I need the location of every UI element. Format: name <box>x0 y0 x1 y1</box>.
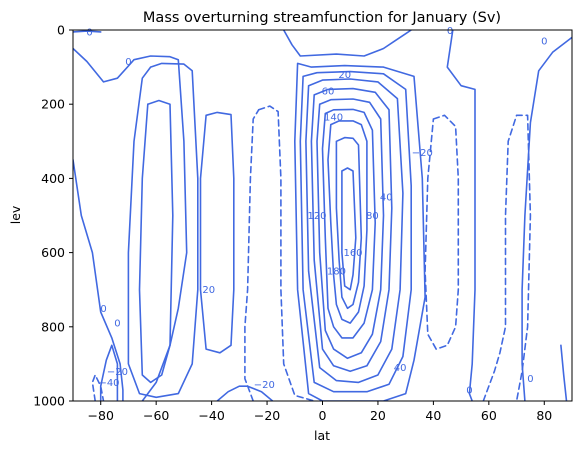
x-tick-label: 20 <box>370 408 386 423</box>
contour-label: 60 <box>322 87 335 98</box>
contour-label: 20 <box>338 70 351 81</box>
x-tick-label: 60 <box>481 408 497 423</box>
y-tick-label: 1000 <box>33 394 65 409</box>
y-tick-label: 400 <box>41 171 65 186</box>
contour-label: −20 <box>107 367 128 378</box>
contour-line-level-180 <box>341 167 357 291</box>
contour-line-level-40 <box>138 99 174 384</box>
contour-line-level-0 <box>73 47 188 401</box>
contour-label: 0 <box>100 304 106 315</box>
contour-label: 180 <box>327 267 346 278</box>
x-tick-label: −40 <box>198 408 224 423</box>
y-tick-label: 200 <box>41 97 65 112</box>
contour-label: 0 <box>527 374 533 385</box>
contour-line-level--20 <box>244 109 260 401</box>
contour-line-level-40 <box>299 70 412 393</box>
contour-line-level--20 <box>257 105 315 401</box>
y-axis-label: lev <box>8 205 23 224</box>
contour-line-level-20 <box>294 62 426 401</box>
contour-line-level-0 <box>282 30 412 57</box>
contour-line-level-80 <box>310 87 393 373</box>
x-axis-label: lat <box>314 428 330 443</box>
contour-line-level-60 <box>305 78 404 384</box>
contour-line-level--20 <box>424 114 460 350</box>
contour-line-level-0 <box>446 30 476 401</box>
contour-line-level-0 <box>521 36 572 401</box>
contour-label: 40 <box>394 363 407 374</box>
x-tick-label: −20 <box>254 408 280 423</box>
contour-label: 0 <box>466 385 472 396</box>
contour-line-level--20 <box>482 114 532 401</box>
y-axis: 0 200 400 600 800 1000 <box>33 23 73 409</box>
contour-line-level-140 <box>327 120 368 324</box>
contour-label: 160 <box>343 248 362 259</box>
x-tick-label: −80 <box>88 408 114 423</box>
contour-label: 80 <box>366 211 379 222</box>
y-tick-label: 600 <box>41 245 65 260</box>
contour-label: 0 <box>447 26 453 37</box>
contour-label: 0 <box>125 57 131 68</box>
contour-label: −40 <box>98 378 119 389</box>
contour-label: 120 <box>307 211 326 222</box>
contour-line-level-0 <box>560 344 568 401</box>
contour-line-level-0 <box>73 30 102 33</box>
contour-label: 20 <box>202 285 215 296</box>
contour-line-level-0 <box>73 159 124 401</box>
contour-line-level-0 <box>216 385 274 401</box>
contour-line-level-160 <box>335 136 363 310</box>
x-tick-label: −60 <box>143 408 169 423</box>
contour-label: 0 <box>541 37 547 48</box>
x-axis: −80 −60 −40 −20 0 20 40 60 80 <box>88 401 552 423</box>
y-tick-label: 0 <box>57 23 65 38</box>
x-tick-label: 80 <box>536 408 552 423</box>
contour-line-level-20 <box>199 111 235 354</box>
contour-label: 0 <box>114 319 120 330</box>
contour-label: 40 <box>380 193 393 204</box>
chart-title: Mass overturning streamfunction for Janu… <box>143 10 501 26</box>
x-tick-label: 40 <box>425 408 441 423</box>
contour-line-level-100 <box>316 98 385 360</box>
y-tick-label: 800 <box>41 319 65 334</box>
contour-label: −20 <box>254 380 275 391</box>
contour-label: −20 <box>412 148 433 159</box>
contour-line-level-120 <box>321 108 376 339</box>
contour-line-level--40 <box>91 374 105 401</box>
contour-label: 0 <box>86 27 92 38</box>
contour-lines <box>73 30 572 401</box>
x-tick-label: 0 <box>319 408 327 423</box>
contour-line-level-20 <box>127 62 199 399</box>
contour-label: 140 <box>324 113 343 124</box>
